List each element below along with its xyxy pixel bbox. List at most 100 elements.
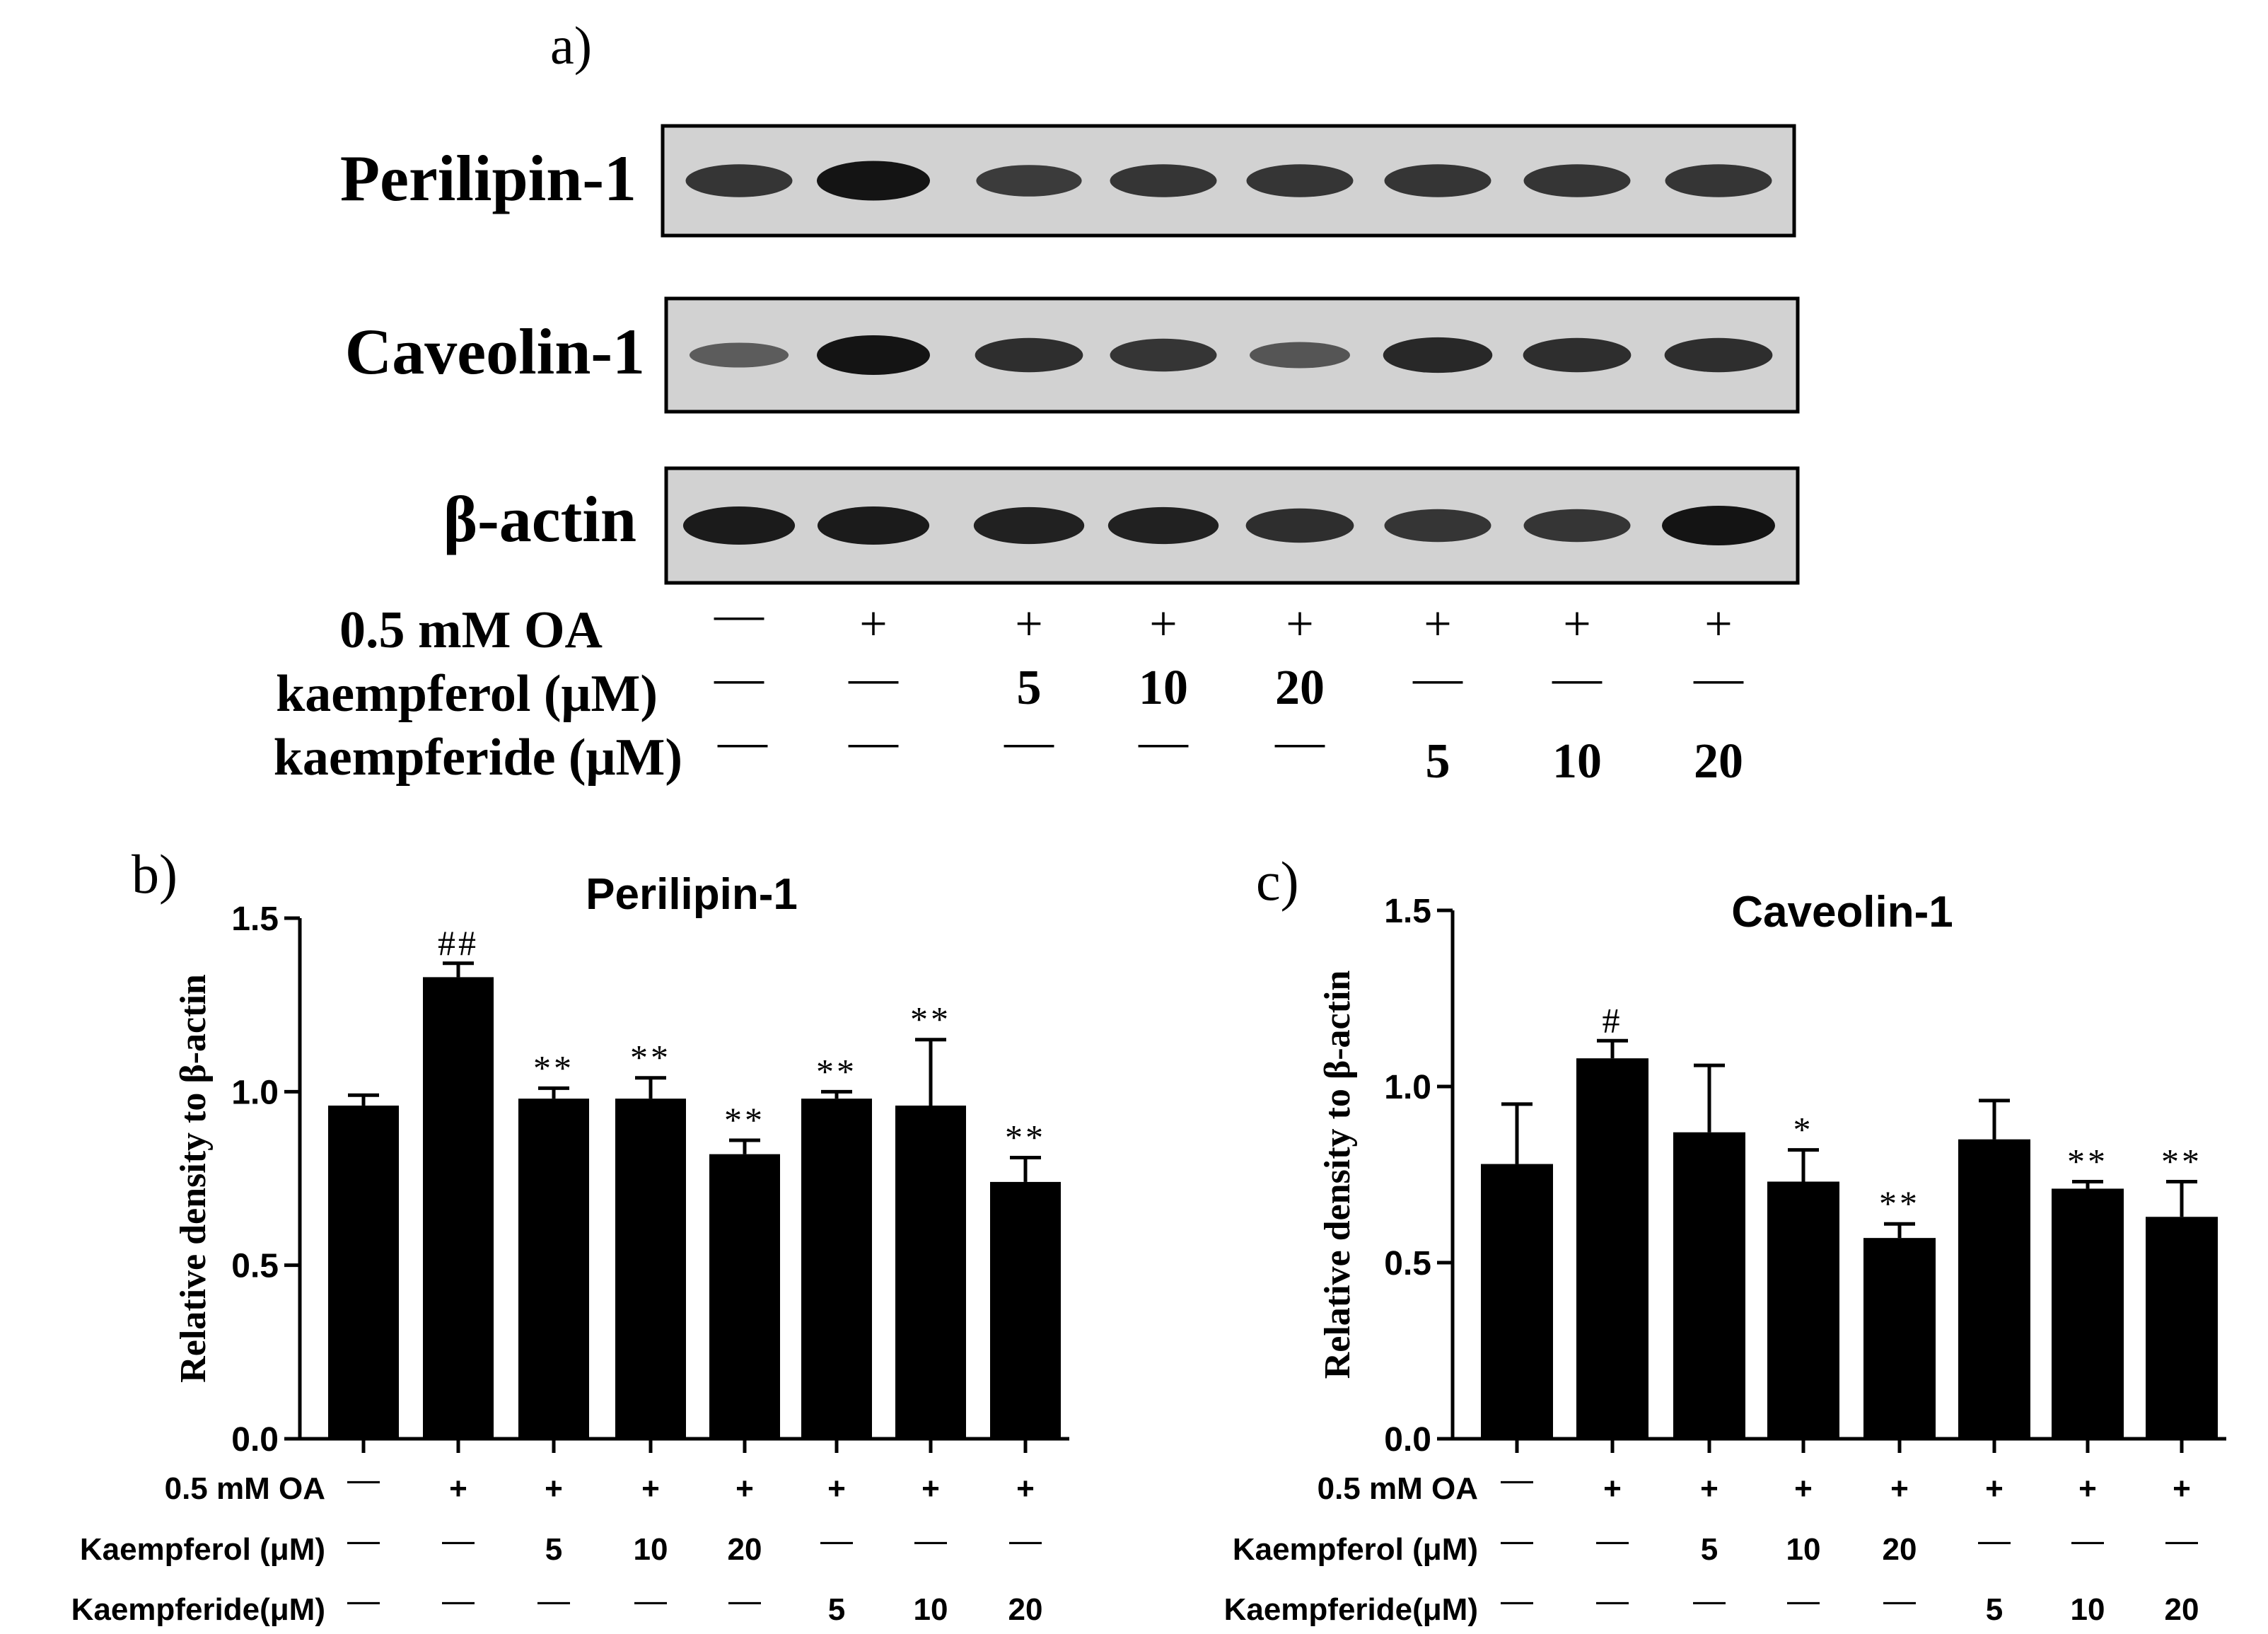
blot-band xyxy=(1384,509,1491,543)
bar xyxy=(2146,1217,2218,1439)
panel-c-caveolin-chart: c) Caveolin-1 Relative density to β-actin… xyxy=(1224,850,2226,1627)
blot-band xyxy=(1384,164,1491,197)
treatment-cell: 20 xyxy=(728,1532,762,1567)
significance-annotation: # xyxy=(1603,1000,1623,1040)
treatment-cell: — xyxy=(714,651,764,705)
y-axis-label: Relative density to β-actin xyxy=(173,974,214,1383)
treatment-cell: 5 xyxy=(828,1592,845,1627)
bar xyxy=(1767,1181,1839,1439)
treatment-cell: + xyxy=(1563,597,1590,651)
treatment-cell: — xyxy=(1552,651,1603,705)
treatment-cell: — xyxy=(1693,651,1744,705)
treatment-cell: — xyxy=(1138,714,1189,769)
treatment-cell: + xyxy=(1424,597,1451,651)
bar xyxy=(709,1154,780,1439)
treatment-cell: 5 xyxy=(1426,734,1450,789)
blot-band xyxy=(1110,338,1217,372)
blot-band xyxy=(1665,164,1772,197)
significance-annotation: ** xyxy=(2161,1141,2202,1181)
treatment-cell: 20 xyxy=(1275,661,1325,715)
bar xyxy=(1481,1164,1553,1439)
blot-band xyxy=(817,506,930,545)
treatment-cell: — xyxy=(1412,651,1463,705)
treatment-cell: — xyxy=(848,651,899,705)
treatment-cell: + xyxy=(641,1471,660,1506)
treatment-cell: — xyxy=(1501,1461,1533,1497)
panel-a-treatment-table: 0.5 mM OA — + + + + + + +kaempferol (μM) — —5 10 20—… xyxy=(274,587,1744,789)
blot-band xyxy=(1250,342,1350,369)
treatment-cell: — xyxy=(848,714,899,769)
blot-band xyxy=(682,506,796,545)
treatment-cell: + xyxy=(1015,597,1042,651)
y-tick-label: 1.0 xyxy=(231,1074,279,1111)
treatment-cell: + xyxy=(1286,597,1313,651)
treatment-cell: — xyxy=(714,587,764,642)
blot-label: Caveolin-1 xyxy=(345,315,645,388)
significance-annotation: ** xyxy=(630,1038,671,1077)
treatment-cell: — xyxy=(728,1582,761,1618)
treatment-cell: + xyxy=(1016,1471,1035,1506)
significance-annotation: ** xyxy=(1879,1183,1920,1223)
blot-band xyxy=(1110,164,1217,197)
significance-annotation: ** xyxy=(533,1048,574,1087)
y-tick-label: 0.0 xyxy=(1384,1421,1431,1459)
treatment-cell: — xyxy=(1004,714,1054,769)
treatment-cell: — xyxy=(442,1582,475,1618)
blot-band xyxy=(975,337,1083,373)
blot-band xyxy=(817,335,930,375)
treatment-cell: + xyxy=(2078,1471,2097,1506)
treatment-cell: — xyxy=(1978,1522,2011,1558)
y-tick-label: 1.5 xyxy=(231,900,279,938)
treatment-cell: 20 xyxy=(1883,1532,1917,1567)
significance-annotation: ** xyxy=(2067,1141,2108,1181)
y-tick-label: 0.5 xyxy=(231,1248,279,1285)
treatment-cell: + xyxy=(449,1471,467,1506)
treatment-cell: 5 xyxy=(1017,661,1042,715)
treatment-cell: 10 xyxy=(1786,1532,1821,1567)
treatment-row-label: Kaempferide(μM) xyxy=(1224,1592,1478,1627)
treatment-cell: — xyxy=(1787,1582,1820,1618)
blot-band xyxy=(973,506,1085,545)
significance-annotation: ** xyxy=(724,1100,765,1140)
blot-label: β-actin xyxy=(443,483,636,555)
treatment-cell: 5 xyxy=(1986,1592,2003,1627)
bar xyxy=(895,1105,966,1439)
treatment-cell: — xyxy=(2071,1522,2104,1558)
treatment-row-label: Kaempferol (μM) xyxy=(1233,1532,1478,1567)
treatment-cell: + xyxy=(921,1471,940,1506)
chart-title: Perilipin-1 xyxy=(586,870,798,919)
treatment-cell: + xyxy=(859,597,887,651)
treatment-cell: — xyxy=(347,1582,380,1618)
bar xyxy=(1576,1058,1648,1439)
treatment-cell: 20 xyxy=(2165,1592,2199,1627)
blot-band xyxy=(1664,337,1773,373)
treatment-cell: + xyxy=(827,1471,846,1506)
panel-a-western-blot: a) Perilipin-1 Caveolin-1 β-actin 0.5 mM O… xyxy=(274,16,1800,789)
y-tick-label: 1.5 xyxy=(1384,893,1431,930)
treatment-cell: — xyxy=(1501,1582,1533,1618)
treatment-cell: — xyxy=(1274,714,1325,769)
treatment-cell: — xyxy=(1596,1522,1629,1558)
treatment-cell: 10 xyxy=(1139,661,1188,715)
treatment-cell: + xyxy=(2173,1471,2191,1506)
treatment-cell: 10 xyxy=(914,1592,948,1627)
treatment-cell: — xyxy=(1596,1582,1629,1618)
treatment-cell: + xyxy=(1704,597,1732,651)
chart-title: Caveolin-1 xyxy=(1731,888,1953,937)
treatment-cell: — xyxy=(1883,1582,1916,1618)
bar xyxy=(518,1099,589,1439)
blot-band xyxy=(685,164,793,197)
treatment-cell: + xyxy=(1890,1471,1909,1506)
treatment-cell: + xyxy=(1149,597,1177,651)
treatment-cell: + xyxy=(545,1471,563,1506)
panel-b-perilipin-chart: b) Perilipin-1 Relative density to β-acti… xyxy=(71,843,1069,1627)
y-tick-label: 0.5 xyxy=(1384,1245,1431,1282)
treatment-cell: — xyxy=(1009,1522,1042,1558)
significance-annotation: ** xyxy=(816,1051,857,1091)
treatment-cell: + xyxy=(1603,1471,1622,1506)
treatment-cell: — xyxy=(347,1522,380,1558)
bar xyxy=(801,1099,872,1439)
treatment-cell: + xyxy=(1700,1471,1719,1506)
blot-band xyxy=(1246,164,1354,197)
